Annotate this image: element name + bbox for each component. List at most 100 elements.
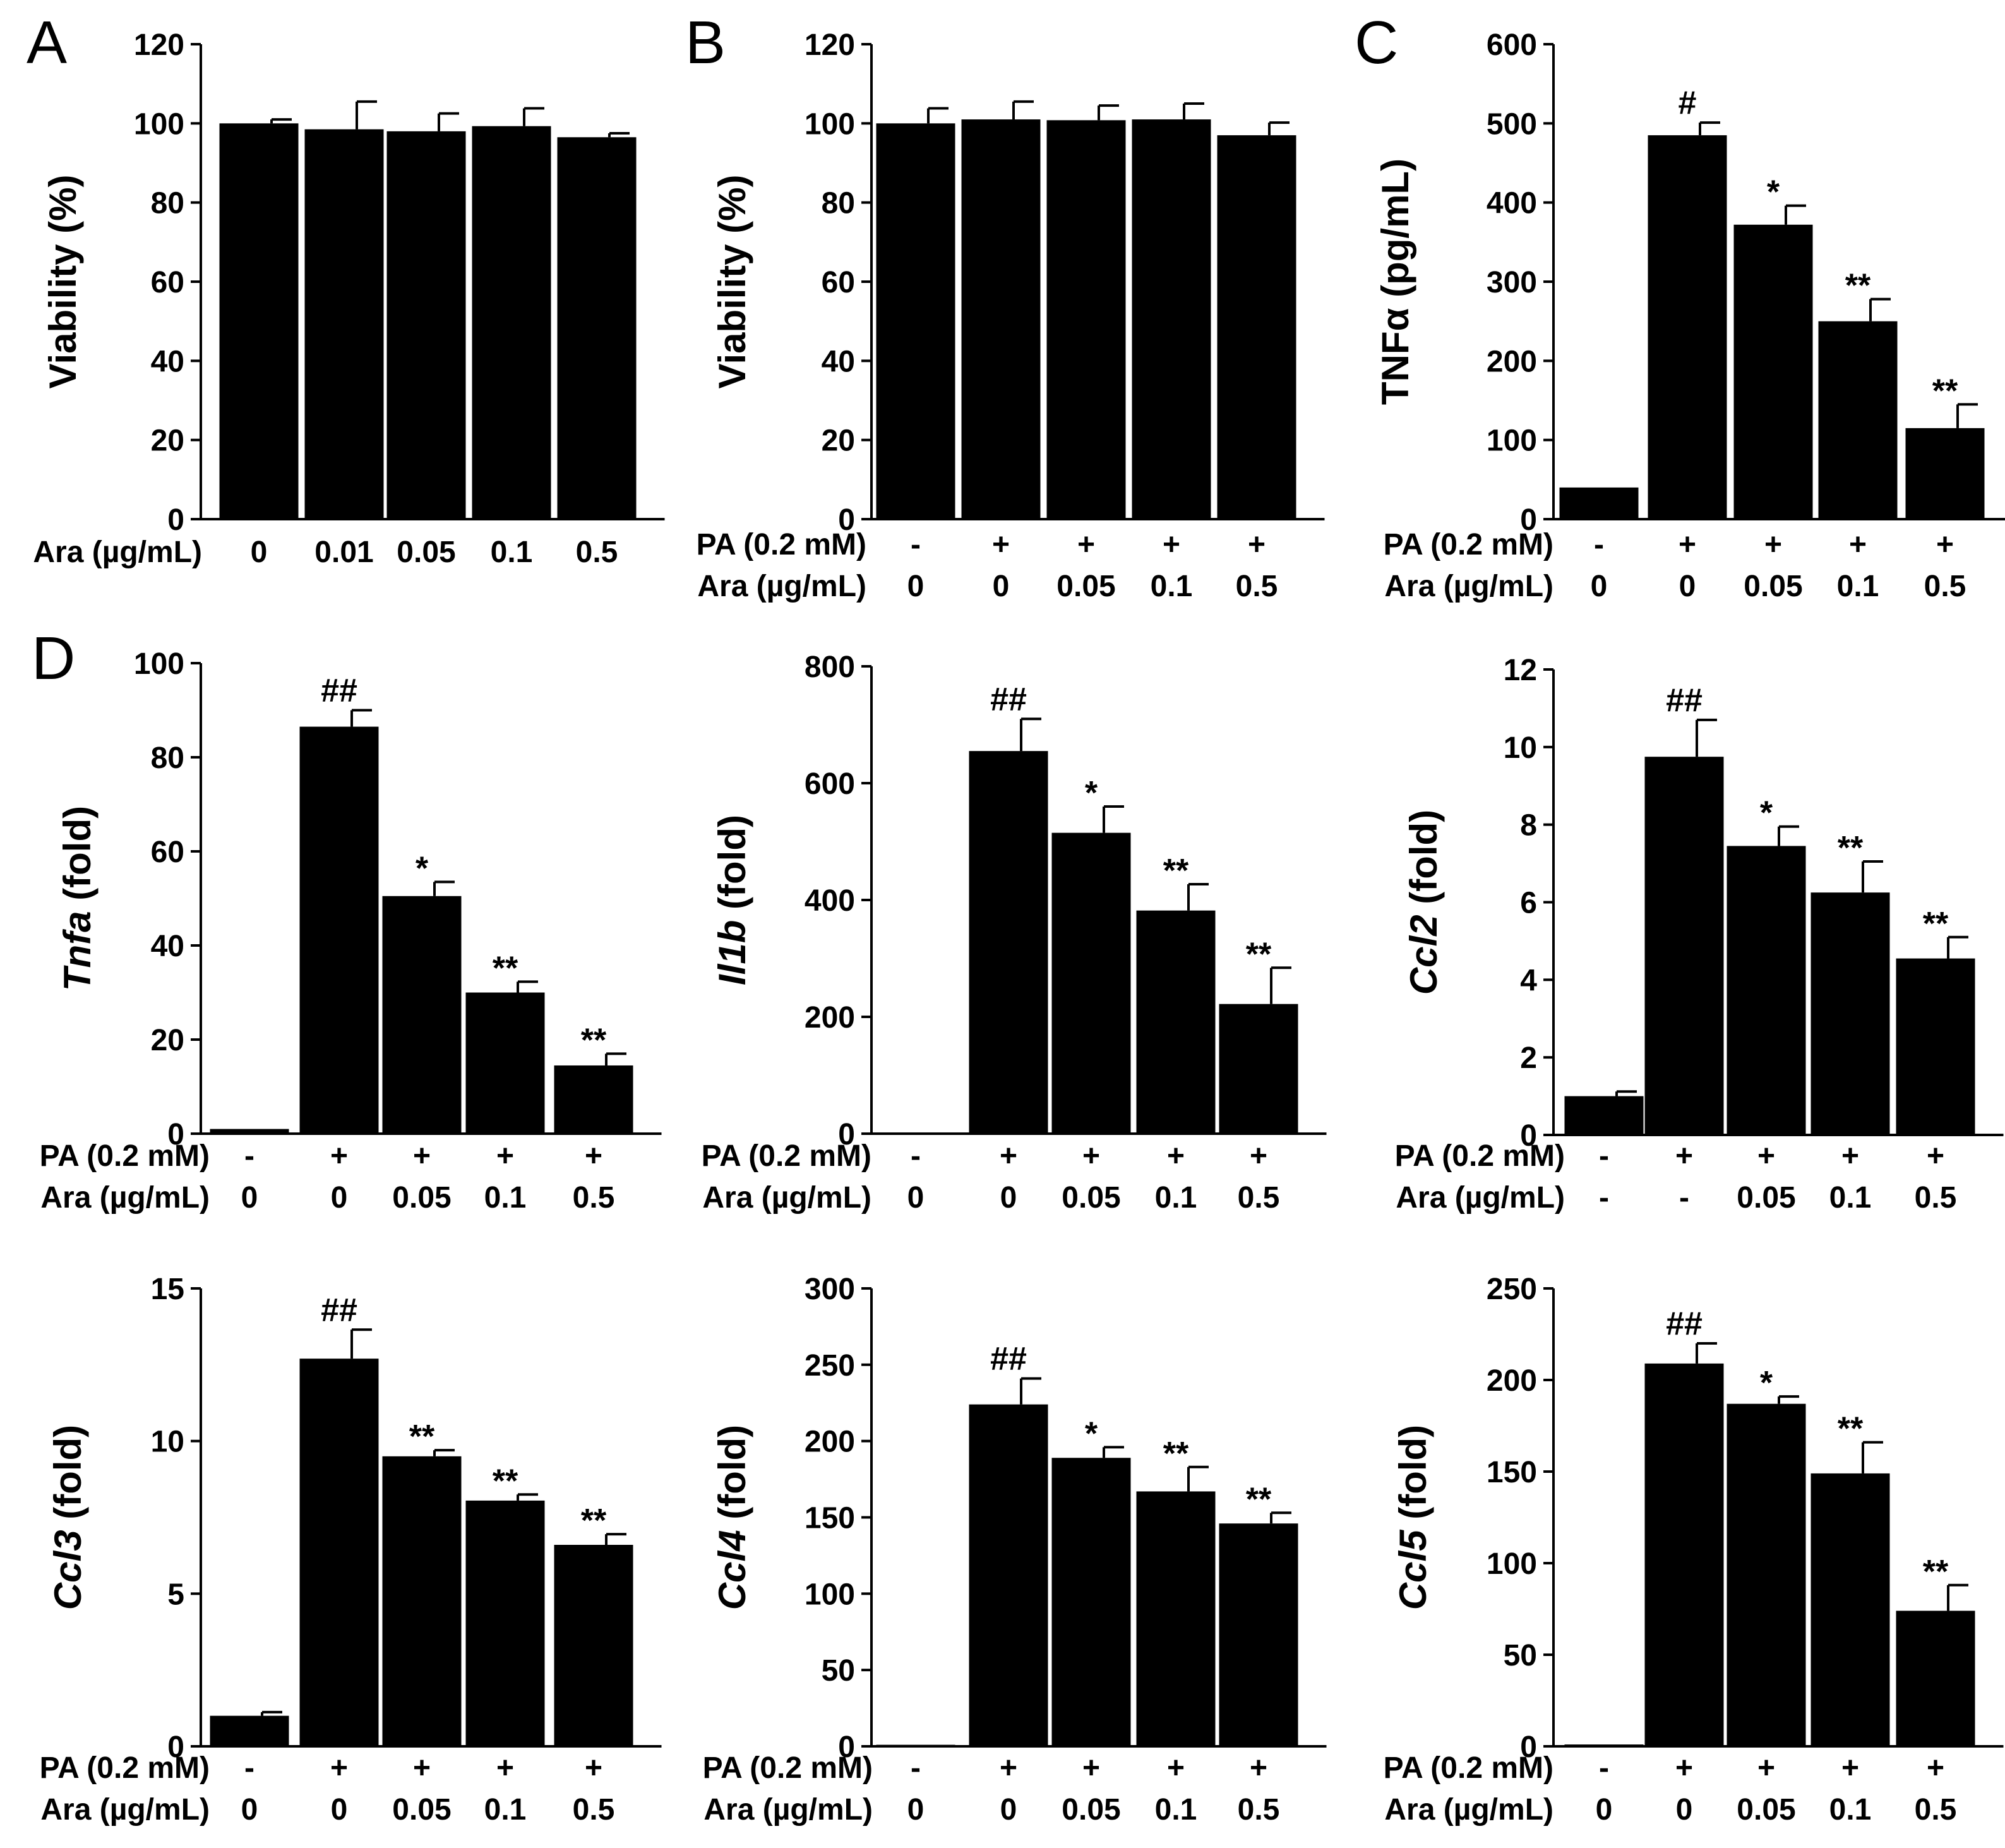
bar: [1818, 321, 1898, 519]
significance-label: **: [409, 1419, 435, 1455]
y-tick-label: 40: [822, 345, 855, 378]
x-tick-label: 0.1: [1155, 1181, 1197, 1215]
y-axis-label: Viability (%): [42, 175, 84, 389]
y-axis-label-gene: Il1b: [711, 920, 753, 985]
x-tick-label: 0: [331, 1181, 348, 1215]
y-tick-label: 80: [822, 187, 855, 220]
x-tick-label: 0.05: [1744, 570, 1802, 603]
significance-label: **: [1923, 1554, 1949, 1590]
y-tick-label: 5: [167, 1578, 184, 1611]
y-tick-label: 50: [1504, 1639, 1537, 1672]
x-tick-label: 0.05: [397, 536, 455, 569]
bar: [1219, 1004, 1298, 1134]
x-tick-label: +: [1000, 1139, 1017, 1173]
y-tick-label: 50: [822, 1654, 855, 1688]
bar: [1905, 428, 1985, 519]
x-tick-label: 0.1: [484, 1793, 527, 1827]
y-tick-label: 0: [1520, 1731, 1537, 1764]
y-tick-label: 200: [1487, 345, 1537, 378]
x-tick-label: +: [1167, 1139, 1185, 1173]
x-tick-label: +: [1248, 528, 1266, 561]
bar: [1051, 1458, 1131, 1746]
y-tick-label: 80: [151, 187, 184, 220]
bar: [472, 126, 551, 520]
y-axis-label-gene: Ccl2: [1403, 915, 1445, 995]
treatment-row-label: Ara (µg/mL): [33, 536, 202, 569]
bar: [1733, 224, 1813, 519]
x-tick-label: 0: [907, 1793, 925, 1827]
treatment-row-label: PA (0.2 mM): [1384, 1751, 1553, 1785]
x-tick-label: 0.05: [1056, 570, 1115, 603]
y-tick-label: 0: [167, 1731, 184, 1764]
y-axis-label: Viability (%): [711, 175, 753, 389]
y-axis-label-unit: (fold): [1392, 1425, 1434, 1530]
panel-1: A 0 20 40 60 80 100 120 Viability (%) Ara (µg/mL)…: [27, 9, 665, 569]
panel-letter: B: [685, 9, 726, 76]
bar: [210, 1715, 289, 1746]
y-tick-label: 600: [805, 767, 855, 801]
significance-label: *: [1760, 795, 1773, 832]
y-axis-label-unit: (fold): [1403, 810, 1445, 915]
y-axis-label-gene: Ccl3: [47, 1530, 89, 1610]
significance-label: ##: [990, 1341, 1027, 1377]
x-tick-label: 0.5: [1236, 570, 1278, 603]
x-tick-label: -: [1599, 1751, 1609, 1785]
x-tick-label: 0.1: [1151, 570, 1193, 603]
x-tick-label: 0: [251, 536, 268, 569]
x-tick-label: 0.5: [576, 536, 618, 569]
y-tick-label: 100: [134, 647, 184, 681]
significance-label: **: [1845, 268, 1871, 304]
x-tick-label: +: [413, 1139, 431, 1173]
significance-label: *: [1085, 1415, 1098, 1452]
treatment-row-label: PA (0.2 mM): [1395, 1139, 1565, 1173]
y-tick-label: 0: [167, 1118, 184, 1151]
significance-label: **: [1838, 830, 1864, 867]
x-tick-label: 0.5: [1238, 1793, 1280, 1827]
x-tick-label: +: [1250, 1139, 1267, 1173]
significance-label: *: [1760, 1365, 1773, 1401]
x-tick-label: +: [330, 1751, 348, 1785]
x-tick-label: +: [1757, 1139, 1775, 1173]
bar: [1217, 135, 1296, 520]
x-tick-label: 0.5: [573, 1181, 615, 1215]
x-tick-label: 0: [907, 570, 925, 603]
significance-label: **: [1838, 1411, 1864, 1448]
x-tick-label: -: [911, 1751, 921, 1785]
treatment-row-label: PA (0.2 mM): [703, 1751, 873, 1785]
y-axis-label: Il1b (fold): [711, 815, 753, 985]
bar: [1810, 1473, 1890, 1746]
x-tick-label: 0: [241, 1793, 258, 1827]
x-tick-label: +: [1000, 1751, 1017, 1785]
significance-label: **: [1246, 1481, 1272, 1518]
bar: [1564, 1744, 1644, 1746]
x-tick-label: -: [244, 1751, 254, 1785]
significance-label: **: [1932, 373, 1958, 409]
y-tick-label: 800: [805, 651, 855, 684]
panel-letter: C: [1355, 9, 1398, 76]
treatment-row-label: Ara (µg/mL): [1384, 570, 1553, 603]
x-tick-label: -: [911, 1139, 921, 1173]
bar: [304, 129, 384, 519]
bar: [1727, 1403, 1806, 1746]
x-tick-label: 0: [1679, 570, 1696, 603]
y-tick-label: 250: [1487, 1273, 1537, 1306]
bar: [876, 1132, 955, 1134]
treatment-row-label: PA (0.2 mM): [40, 1139, 210, 1173]
x-tick-label: 0: [331, 1793, 348, 1827]
bar: [1559, 487, 1639, 519]
panel-letter: A: [27, 9, 67, 76]
y-tick-label: 100: [805, 107, 855, 141]
x-tick-label: 0.5: [1238, 1181, 1280, 1215]
bar: [465, 992, 545, 1134]
x-tick-label: +: [1675, 1139, 1693, 1173]
x-tick-label: -: [911, 528, 921, 561]
x-tick-label: 0.05: [1737, 1181, 1795, 1215]
x-tick-label: 0: [1596, 1793, 1613, 1827]
x-tick-label: 0.1: [1829, 1793, 1872, 1827]
bar: [1648, 135, 1727, 520]
y-axis-label-unit: (fold): [47, 1425, 89, 1530]
y-tick-label: 300: [805, 1273, 855, 1306]
treatment-row-label: Ara (µg/mL): [1384, 1793, 1553, 1827]
bar: [1132, 119, 1211, 520]
